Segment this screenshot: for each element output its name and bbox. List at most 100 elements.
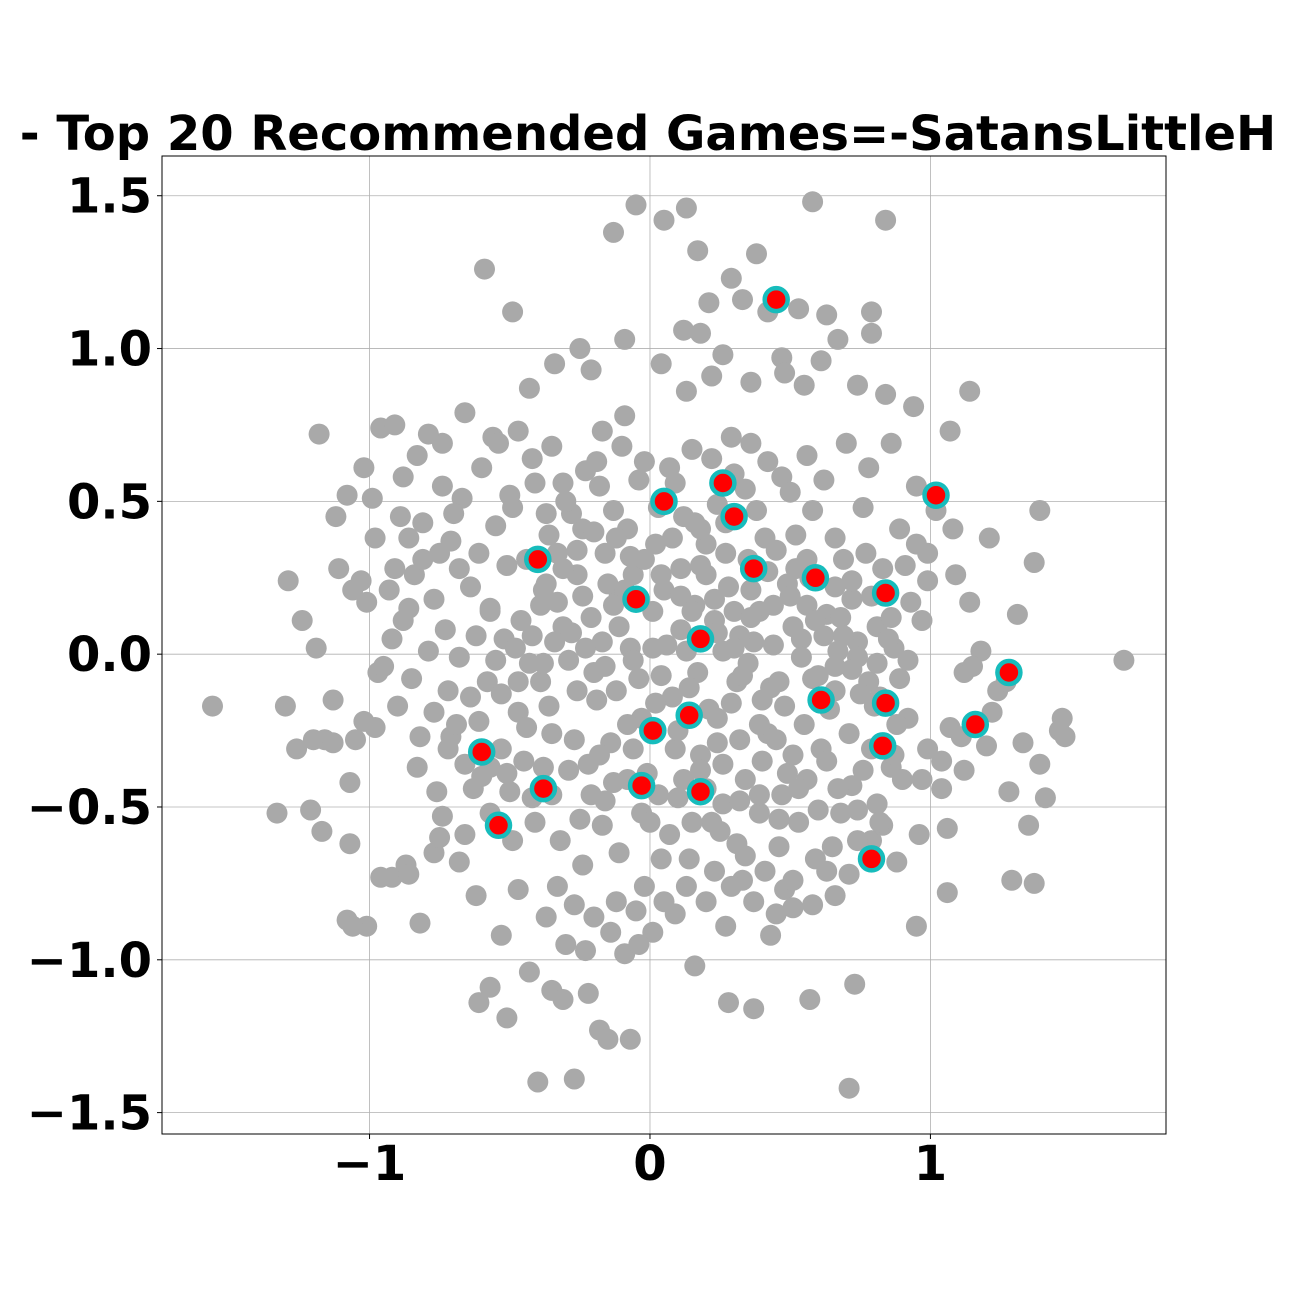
game-point (768, 836, 790, 858)
recommended-game-point (650, 487, 678, 516)
game-point (552, 989, 574, 1010)
game-point (1023, 872, 1045, 894)
y-tick-label: −1.5 (27, 1086, 152, 1142)
game-point (266, 802, 288, 824)
game-point (569, 338, 591, 359)
game-point (342, 915, 364, 937)
game-point (661, 527, 683, 549)
game-point (566, 680, 588, 702)
game-point (474, 258, 495, 280)
game-point (518, 961, 540, 983)
game-point (580, 607, 602, 628)
game-point (858, 457, 880, 479)
game-point (712, 753, 734, 775)
game-point (479, 976, 501, 998)
game-point (810, 350, 832, 372)
game-point (746, 500, 767, 521)
game-point (844, 973, 866, 995)
game-point (488, 432, 509, 454)
game-point (577, 982, 599, 1004)
recommended-game-point (871, 579, 900, 607)
game-point (451, 487, 473, 509)
game-point (779, 481, 801, 503)
y-tick-label: 1.5 (67, 169, 152, 225)
game-point (824, 885, 846, 907)
game-point (412, 548, 434, 570)
game-point (889, 518, 911, 540)
game-point (277, 570, 299, 592)
game-point (855, 542, 877, 564)
game-point (788, 298, 810, 320)
game-point (468, 710, 490, 732)
game-point (370, 866, 392, 888)
recommended-game-point (807, 686, 835, 714)
x-tick-label: 0 (633, 1136, 666, 1192)
game-point (802, 668, 824, 690)
game-point (715, 915, 737, 937)
game-point (496, 555, 518, 576)
game-point (706, 732, 728, 754)
game-point (591, 814, 613, 836)
y-tick-label: 0.5 (67, 474, 152, 530)
game-point (827, 778, 849, 800)
game-point (603, 221, 624, 243)
game-point (600, 921, 622, 943)
game-point (476, 671, 498, 693)
game-point (872, 558, 894, 580)
game-point (530, 671, 552, 693)
game-point (305, 637, 327, 659)
game-point (454, 402, 476, 424)
game-point (771, 784, 793, 806)
game-point (549, 830, 571, 852)
game-point (740, 432, 762, 454)
recommended-game-point (622, 585, 650, 613)
game-point (532, 756, 554, 778)
game-point (448, 558, 470, 580)
game-point (774, 362, 796, 384)
game-point (782, 616, 804, 638)
game-point (622, 564, 644, 586)
game-point (891, 769, 913, 790)
game-point (409, 912, 431, 934)
game-point (701, 365, 723, 387)
game-point (936, 882, 958, 904)
game-point (429, 827, 451, 848)
game-point (827, 328, 849, 350)
game-point (998, 781, 1020, 803)
game-point (535, 573, 557, 595)
game-point (521, 448, 543, 470)
game-point (785, 524, 807, 546)
game-point (417, 640, 439, 662)
game-point (861, 301, 882, 323)
game-point (675, 380, 697, 402)
game-point (507, 701, 529, 723)
game-point (748, 784, 770, 806)
game-point (384, 558, 406, 580)
y-tick-label: 0.0 (67, 627, 152, 683)
game-point (976, 735, 997, 757)
game-point (712, 793, 734, 815)
game-point (614, 405, 636, 427)
game-point (782, 744, 804, 766)
game-point (291, 610, 313, 631)
game-point (485, 515, 507, 537)
game-point (563, 1068, 585, 1090)
game-point (448, 646, 470, 668)
game-point (661, 686, 683, 708)
game-point (827, 640, 849, 662)
game-point (572, 585, 594, 607)
game-point (673, 319, 695, 341)
game-point (866, 793, 888, 815)
game-point (765, 903, 787, 925)
y-tick-label: −1.0 (27, 933, 152, 989)
game-point (603, 500, 624, 521)
game-point (642, 921, 664, 943)
game-point (706, 707, 728, 729)
game-point (342, 579, 364, 601)
plot-area-frame (161, 155, 1167, 1135)
game-point (959, 380, 981, 402)
game-point (740, 607, 762, 628)
game-point (406, 756, 428, 778)
game-point (274, 695, 296, 717)
game-point (544, 631, 566, 653)
